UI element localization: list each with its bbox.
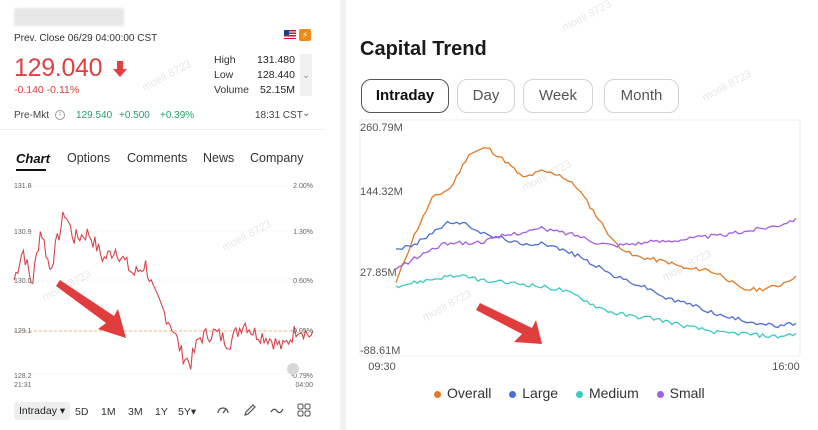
chart-type-icon[interactable] <box>269 402 285 418</box>
legend-label: Overall <box>447 385 492 401</box>
premarket-label: Pre-Mkt <box>14 110 49 121</box>
chevron-down-icon[interactable]: ⌄ <box>302 108 311 119</box>
range-intraday[interactable]: Intraday ▾ <box>14 402 71 420</box>
legend-label: Medium <box>588 385 639 401</box>
x-end-tick: 04:00 <box>295 382 313 389</box>
y-left-tick: 130.9 <box>14 229 32 236</box>
stat-high-label: High <box>214 54 236 66</box>
tab-comments[interactable]: Comments <box>127 151 188 165</box>
legend-item-medium[interactable]: Medium <box>575 385 639 401</box>
legend-item-large[interactable]: Large <box>509 385 558 401</box>
range-5d[interactable]: 5D <box>75 406 89 418</box>
y-right-tick: -0.05% <box>291 328 313 335</box>
chart-legend: Overall Large Medium Small <box>434 385 719 403</box>
intraday-price-chart[interactable]: 131.8 130.9 130.0 129.1 128.2 2.00% 1.30… <box>0 176 325 394</box>
y-tick-label: -88.61M <box>360 345 400 357</box>
range-intraday-label: Intraday <box>19 405 57 417</box>
legend-label: Large <box>522 385 559 401</box>
indicator-icon[interactable] <box>215 402 231 418</box>
pill-month[interactable]: Month <box>604 79 679 113</box>
stat-volume-label: Volume <box>214 84 250 96</box>
range-5y[interactable]: 5Y▾ <box>178 406 197 418</box>
annotation-arrow <box>56 280 126 338</box>
expand-stats-icon[interactable]: ⌄ <box>300 54 312 96</box>
y-right-tick: 2.00% <box>293 183 313 190</box>
series-line-overall <box>395 147 797 293</box>
x-tick-label: 09:30 <box>368 361 396 373</box>
range-1m[interactable]: 1M <box>101 406 116 418</box>
pill-day[interactable]: Day <box>457 79 515 113</box>
range-3m[interactable]: 3M <box>128 406 143 418</box>
y-left-tick: 129.1 <box>14 328 32 335</box>
scroll-handle[interactable] <box>287 363 299 375</box>
prev-close: Prev. Close 06/29 04:00:00 CST <box>14 33 158 44</box>
tab-company[interactable]: Company <box>250 151 304 165</box>
tab-chart[interactable]: Chart <box>16 151 50 166</box>
x-tick-label: 16:00 <box>772 361 800 373</box>
premarket-change: +0.500 <box>119 110 150 121</box>
premarket-price: 129.540 <box>76 110 113 121</box>
y-tick-label: 260.79M <box>360 122 403 134</box>
us-flag-icon <box>284 30 296 39</box>
y-left-tick: 128.2 <box>14 373 32 380</box>
stat-low-label: Low <box>214 69 234 81</box>
y-right-tick: 0.60% <box>293 278 313 285</box>
tab-active-indicator <box>16 169 46 171</box>
y-left-tick: 131.8 <box>14 183 32 190</box>
capital-trend-title: Capital Trend <box>360 38 487 60</box>
stat-high-value: 131.480 <box>257 54 295 66</box>
legend-dot <box>656 390 664 398</box>
stat-volume-value: 52.15M <box>259 84 295 96</box>
premarket-percent: +0.39% <box>160 110 195 121</box>
y-left-tick: 130.0 <box>14 278 32 285</box>
y-tick-label: 144.32M <box>360 186 403 198</box>
draw-icon[interactable] <box>242 402 258 418</box>
capital-trend-panel: Capital Trend Intraday Day Week Month 26… <box>346 0 818 430</box>
legend-dot <box>434 390 441 398</box>
range-1y[interactable]: 1Y <box>155 406 168 418</box>
info-icon[interactable]: i <box>55 110 65 120</box>
last-price: 129.040 <box>14 54 103 82</box>
y-right-tick: 1.30% <box>293 229 313 236</box>
panel-divider <box>340 0 346 430</box>
series-line-small <box>395 218 797 270</box>
tab-news[interactable]: News <box>203 151 235 165</box>
divider <box>0 129 325 130</box>
pill-week[interactable]: Week <box>523 79 593 113</box>
chart-frame <box>359 119 801 357</box>
premarket-time: 18:31 CST <box>255 110 303 121</box>
stock-name-blurred <box>14 8 124 26</box>
legend-item-small[interactable]: Small <box>656 385 705 401</box>
annotation-arrow <box>476 303 542 344</box>
stat-low-value: 128.440 <box>257 69 295 81</box>
tab-options[interactable]: Options <box>67 151 111 165</box>
grid-icon[interactable] <box>296 402 312 418</box>
lightning-icon[interactable]: ⚡ <box>299 29 311 41</box>
pill-intraday[interactable]: Intraday <box>361 79 449 113</box>
legend-dot <box>575 390 583 398</box>
y-right-tick: -0.79% <box>291 373 313 380</box>
legend-item-overall[interactable]: Overall <box>434 385 491 401</box>
price-line <box>13 211 314 370</box>
x-start-tick: 21:31 <box>14 382 32 389</box>
y-tick-label: 27.85M <box>360 267 397 279</box>
legend-label: Small <box>669 385 705 401</box>
down-arrow-icon <box>113 61 127 77</box>
legend-dot <box>509 390 517 398</box>
range-5y-label: 5Y <box>178 406 191 418</box>
series-line-large <box>395 220 797 329</box>
series-line-medium <box>395 274 797 339</box>
price-change: -0.140 -0.11% <box>14 84 80 96</box>
capital-trend-chart[interactable]: 260.79M 144.32M 27.85M -88.61M 09:30 16:… <box>346 118 818 378</box>
stock-quote-panel: ⚡ Prev. Close 06/29 04:00:00 CST 129.040… <box>0 0 325 430</box>
